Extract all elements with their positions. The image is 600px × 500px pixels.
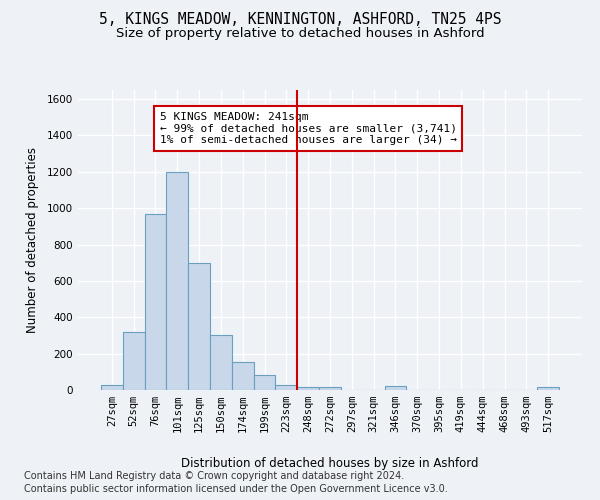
Bar [188,262,210,390]
Text: Size of property relative to detached houses in Ashford: Size of property relative to detached ho… [116,28,484,40]
Bar [210,334,232,390]
Bar [297,388,319,390]
Bar [385,386,406,390]
Bar [537,388,559,390]
Text: Contains HM Land Registry data © Crown copyright and database right 2024.: Contains HM Land Registry data © Crown c… [24,471,404,481]
Bar [232,362,254,390]
Bar [275,386,297,390]
Bar [145,214,166,390]
Bar [254,376,275,390]
Bar [123,332,145,390]
Text: 5, KINGS MEADOW, KENNINGTON, ASHFORD, TN25 4PS: 5, KINGS MEADOW, KENNINGTON, ASHFORD, TN… [99,12,501,28]
Text: Distribution of detached houses by size in Ashford: Distribution of detached houses by size … [181,458,479,470]
Bar [101,386,123,390]
Bar [166,172,188,390]
Bar [319,388,341,390]
Y-axis label: Number of detached properties: Number of detached properties [26,147,38,333]
Text: 5 KINGS MEADOW: 241sqm
← 99% of detached houses are smaller (3,741)
1% of semi-d: 5 KINGS MEADOW: 241sqm ← 99% of detached… [160,112,457,145]
Text: Contains public sector information licensed under the Open Government Licence v3: Contains public sector information licen… [24,484,448,494]
